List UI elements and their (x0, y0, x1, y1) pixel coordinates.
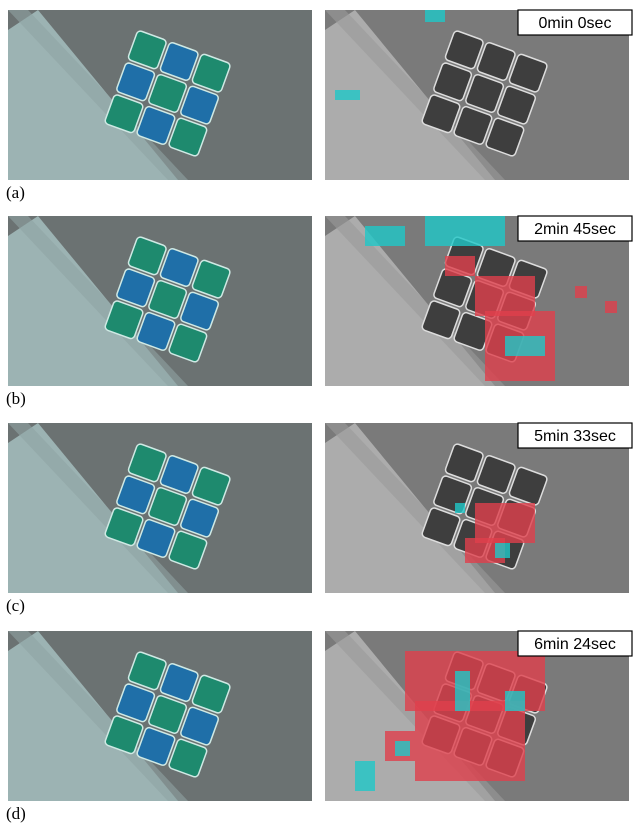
cyan-region (355, 761, 375, 791)
cyan-region (455, 671, 470, 711)
cyan-region (455, 503, 465, 513)
panel-label: (a) (6, 183, 25, 202)
panel-label: (c) (6, 596, 25, 615)
timestamp: 5min 33sec (534, 428, 616, 445)
photo-image (8, 423, 312, 593)
timestamp: 6min 24sec (534, 636, 616, 653)
cyan-region (425, 10, 445, 22)
cyan-region (335, 90, 360, 100)
timestamp: 0min 0sec (539, 15, 612, 32)
cyan-region (495, 543, 510, 558)
photo-image (8, 10, 312, 180)
panel-label: (d) (6, 804, 26, 823)
melt-region (605, 301, 617, 313)
cyan-region (505, 691, 525, 711)
melt-region (445, 256, 475, 276)
photo-image (8, 216, 312, 386)
melt-region (575, 286, 587, 298)
melt-region (475, 503, 535, 543)
photo-image (8, 631, 312, 801)
timestamp: 2min 45sec (534, 221, 616, 238)
cyan-region (505, 336, 545, 356)
panel-label: (b) (6, 389, 26, 408)
melt-region (415, 701, 525, 781)
cyan-region (395, 741, 410, 756)
melt-region (475, 276, 535, 316)
cyan-region (425, 216, 505, 246)
cyan-region (365, 226, 405, 246)
figure: 0min 0sec (a) 2min 45sec (b) 5min 33sec (c) 6m… (0, 0, 638, 830)
